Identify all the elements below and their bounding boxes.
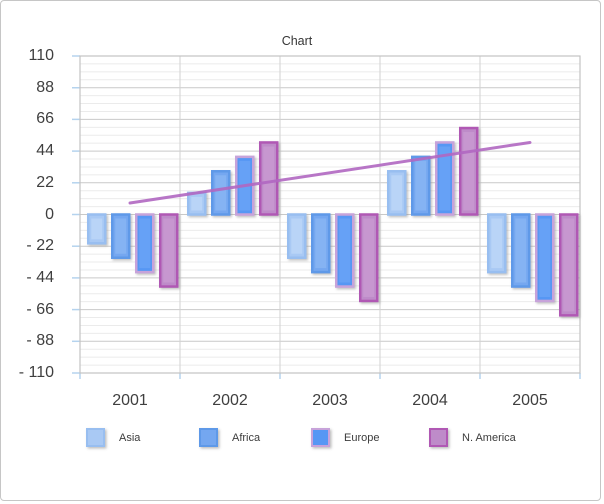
y-axis-label: - 88 — [26, 332, 54, 350]
bar-highlight — [339, 218, 351, 283]
y-axis-label: - 44 — [26, 268, 54, 286]
legend-swatch-africa — [199, 428, 218, 447]
bar-highlight — [163, 218, 175, 283]
bar-highlight — [439, 146, 451, 211]
legend-swatch-asia — [86, 428, 105, 447]
bar-highlight — [415, 160, 427, 211]
bar-highlight — [139, 218, 151, 269]
y-axis-label: 0 — [45, 205, 54, 223]
legend-label: N. America — [462, 431, 516, 444]
y-axis-label: 66 — [36, 110, 54, 128]
bar-highlight — [263, 146, 275, 211]
y-axis-label: - 22 — [26, 237, 54, 255]
bar-highlight — [315, 218, 327, 269]
y-axis-label: - 110 — [18, 364, 54, 381]
bar-highlight — [115, 218, 127, 254]
x-axis-label-2003: 2003 — [312, 392, 348, 409]
bar-highlight — [291, 218, 303, 254]
legend-item-africa[interactable]: Africa — [199, 428, 260, 447]
legend-item-europe[interactable]: Europe — [311, 428, 379, 447]
legend-swatch-europe — [311, 428, 330, 447]
x-axis-label-2001: 2001 — [112, 392, 148, 409]
bar-highlight — [191, 196, 203, 211]
bar-highlight — [391, 175, 403, 211]
plot-border — [79, 55, 581, 374]
legend-item-n-america[interactable]: N. America — [429, 428, 516, 447]
bar-highlight — [463, 132, 475, 211]
legend-label: Europe — [344, 431, 380, 444]
bar-highlight — [563, 218, 575, 312]
bar-highlight — [539, 218, 551, 297]
bar-highlight — [515, 218, 527, 283]
y-axis-label: 110 — [28, 47, 54, 64]
legend-label: Africa — [232, 431, 261, 444]
legend-swatch-n-america — [429, 428, 448, 447]
trend-line[interactable] — [128, 140, 532, 205]
bars-group — [87, 126, 579, 317]
bar-highlight — [363, 218, 375, 297]
legend-item-asia[interactable]: Asia — [86, 428, 140, 447]
y-axis-label: - 66 — [26, 300, 54, 318]
chart-title: Chart — [281, 34, 313, 48]
y-axis-label: 22 — [36, 173, 54, 191]
legend-label: Asia — [119, 431, 141, 444]
bar-highlight — [491, 218, 503, 269]
bar-highlight — [215, 175, 227, 211]
y-axis-label: 44 — [36, 142, 54, 160]
x-axis-label-2004: 2004 — [412, 392, 448, 409]
x-axis-label-2002: 2002 — [212, 392, 248, 409]
x-axis-label-2005: 2005 — [512, 392, 548, 409]
y-axis-label: 88 — [36, 78, 54, 96]
bar-highlight — [91, 218, 103, 240]
